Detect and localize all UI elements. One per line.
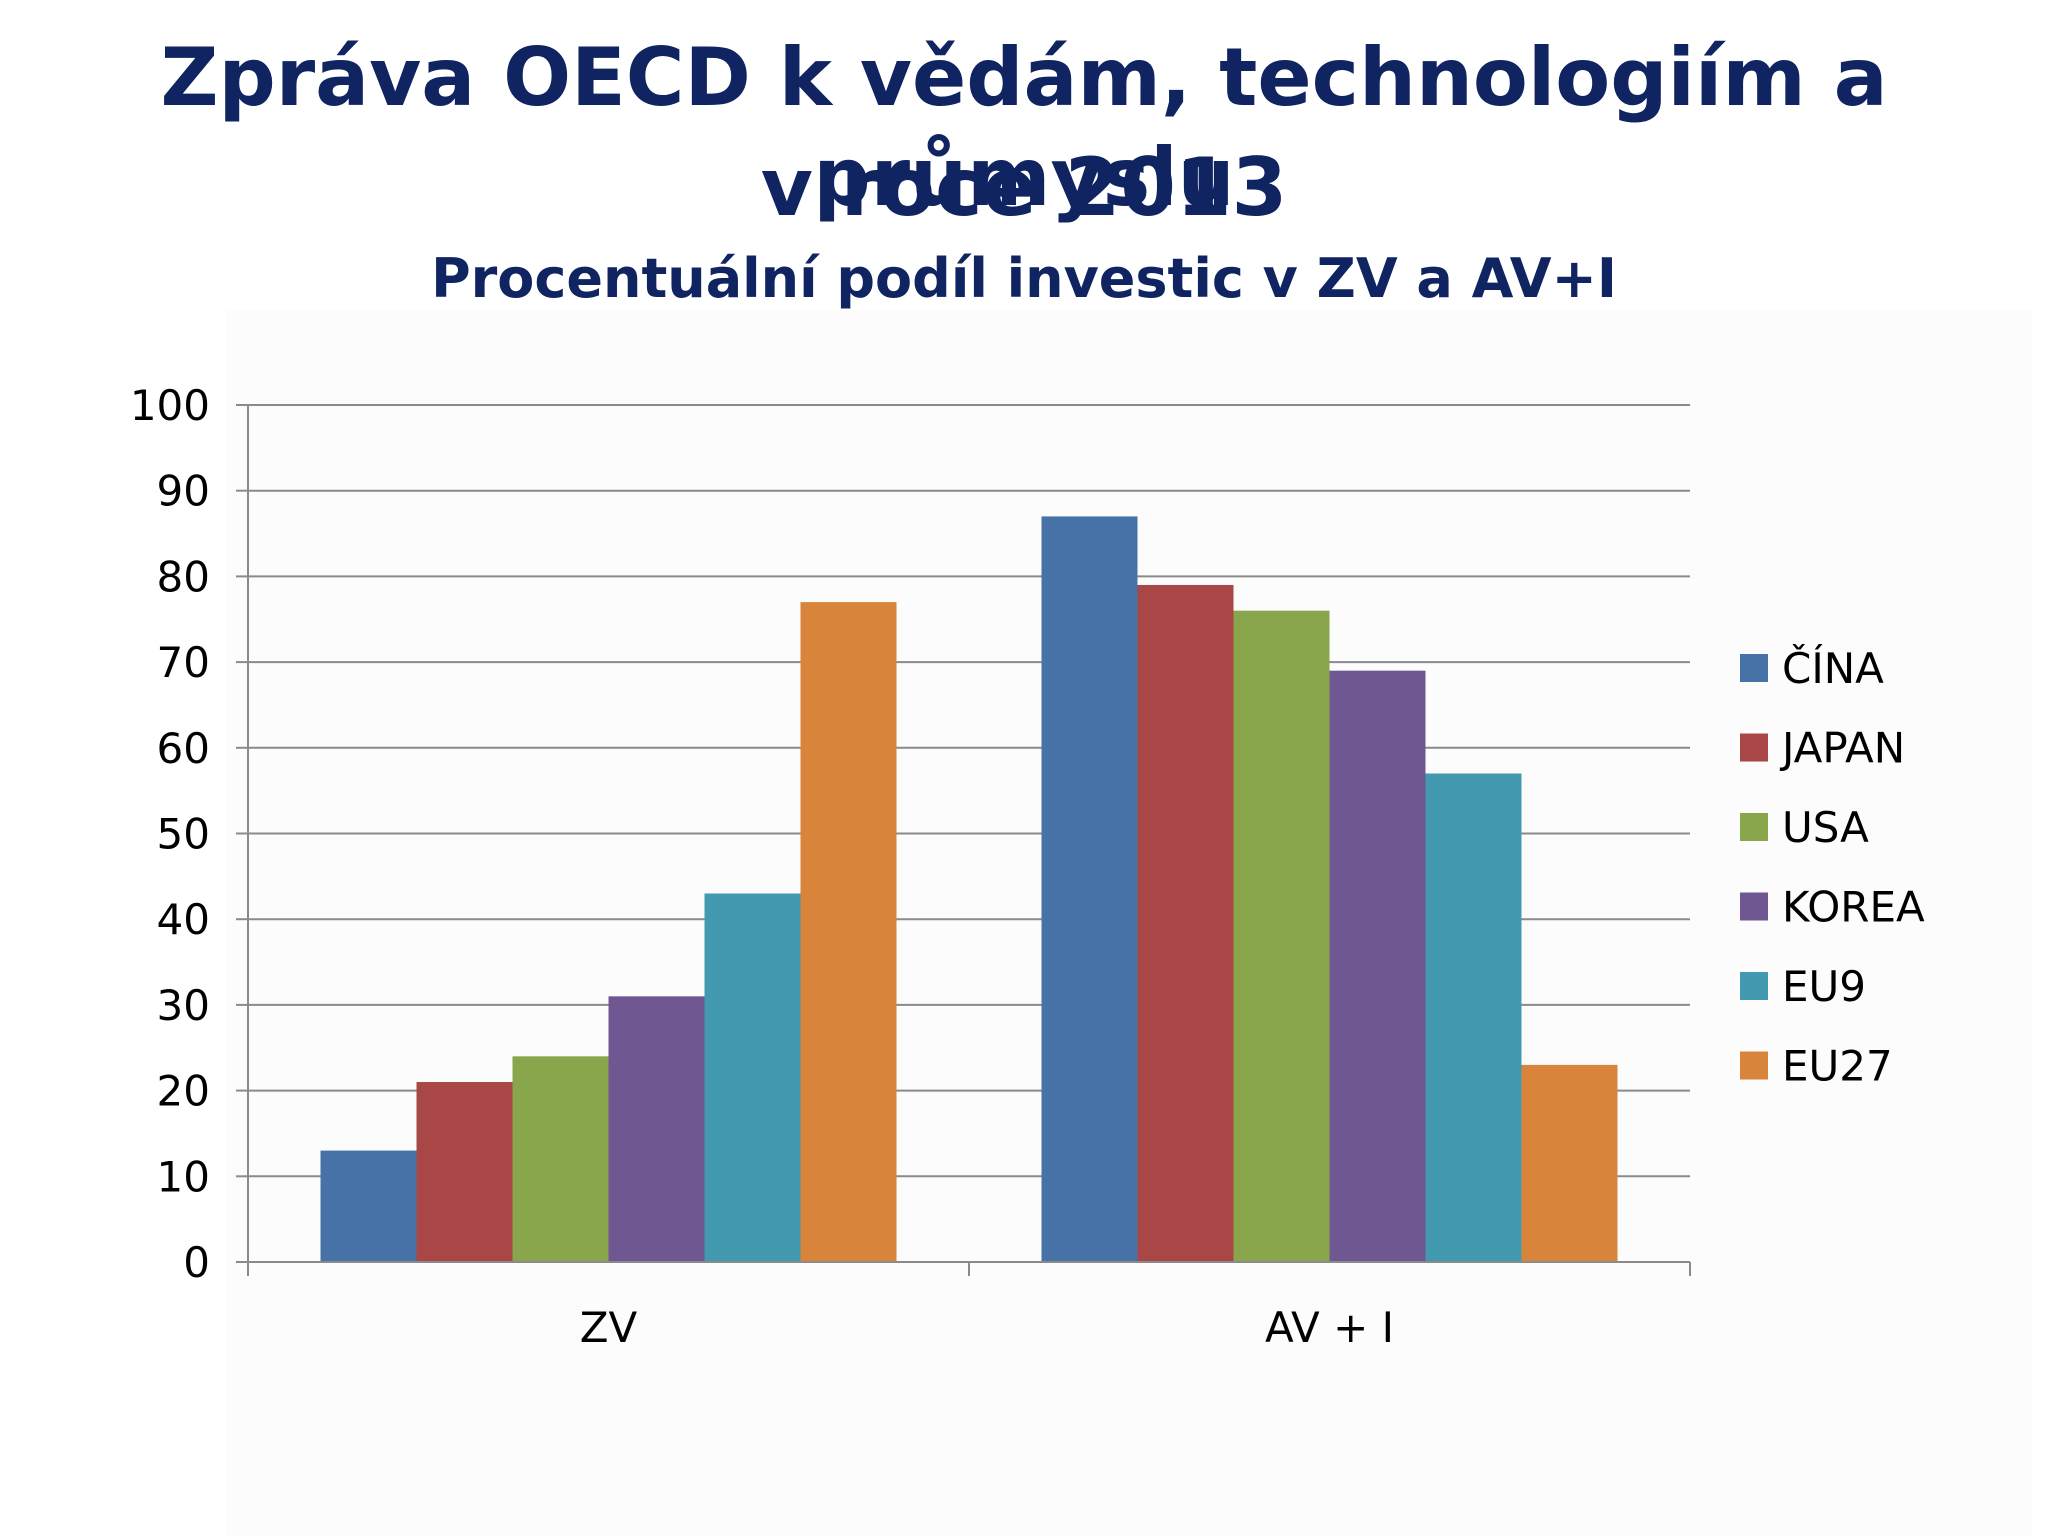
y-tick-labels: 0 10 20 30 40 50 60 70 80 90 100 bbox=[130, 381, 210, 1287]
slide-title-line2: v roce 2013 bbox=[760, 141, 1288, 234]
legend-label: USA bbox=[1782, 803, 1869, 852]
x-tick-label: AV + I bbox=[1265, 1303, 1394, 1352]
axes bbox=[236, 404, 1691, 1276]
y-tick-label: 30 bbox=[157, 981, 210, 1030]
legend-swatch-ČÍNA bbox=[1740, 654, 1768, 682]
legend-swatch-EU27 bbox=[1740, 1051, 1768, 1080]
x-tick-labels: ZV AV + I bbox=[580, 1303, 1394, 1352]
bar-EU9-ZV bbox=[704, 893, 801, 1262]
legend-label: KOREA bbox=[1782, 883, 1925, 932]
y-tick-label: 0 bbox=[183, 1238, 210, 1287]
legend-swatch-JAPAN bbox=[1740, 733, 1768, 762]
bar-ČÍNA-ZV bbox=[320, 1150, 417, 1262]
y-tick-label: 60 bbox=[157, 724, 210, 773]
bar-ČÍNA-AV + I bbox=[1041, 516, 1138, 1262]
bar-USA-ZV bbox=[512, 1056, 609, 1262]
bar-KOREA-ZV bbox=[608, 996, 705, 1262]
legend-swatch-USA bbox=[1740, 813, 1768, 841]
y-tick-label: 50 bbox=[157, 810, 210, 859]
legend-swatch-KOREA bbox=[1740, 892, 1768, 921]
slide-title: Zpráva OECD k vědám, technologiím a prům… bbox=[160, 31, 1888, 224]
legend-label: EU9 bbox=[1782, 962, 1866, 1011]
bar-JAPAN-ZV bbox=[416, 1082, 513, 1262]
bar-KOREA-AV + I bbox=[1329, 670, 1426, 1262]
legend-label: ČÍNA bbox=[1782, 643, 1884, 693]
legend-swatch-EU9 bbox=[1740, 972, 1768, 1000]
x-tick-label: ZV bbox=[580, 1303, 638, 1352]
bar-EU27-AV + I bbox=[1521, 1064, 1618, 1262]
bar-EU9-AV + I bbox=[1425, 773, 1522, 1262]
y-tick-label: 100 bbox=[130, 381, 210, 430]
legend-label: JAPAN bbox=[1779, 724, 1905, 773]
bar-JAPAN-AV + I bbox=[1137, 584, 1234, 1262]
y-tick-label: 80 bbox=[157, 552, 210, 601]
legend-label: EU27 bbox=[1782, 1042, 1893, 1091]
y-tick-label: 90 bbox=[157, 467, 210, 516]
grid-lines bbox=[248, 404, 1690, 1178]
bar-EU27-ZV bbox=[800, 602, 897, 1262]
bars bbox=[320, 516, 1618, 1262]
bar-USA-AV + I bbox=[1233, 610, 1330, 1262]
legend: ČÍNA JAPAN USA KOREA EU9 EU27 bbox=[1740, 643, 1925, 1091]
y-tick-label: 40 bbox=[157, 895, 210, 944]
y-tick-label: 10 bbox=[157, 1152, 210, 1201]
chart-subtitle: Procentuální podíl investic v ZV a AV+I bbox=[431, 247, 1617, 310]
y-tick-label: 70 bbox=[157, 638, 210, 687]
y-tick-label: 20 bbox=[157, 1067, 210, 1116]
